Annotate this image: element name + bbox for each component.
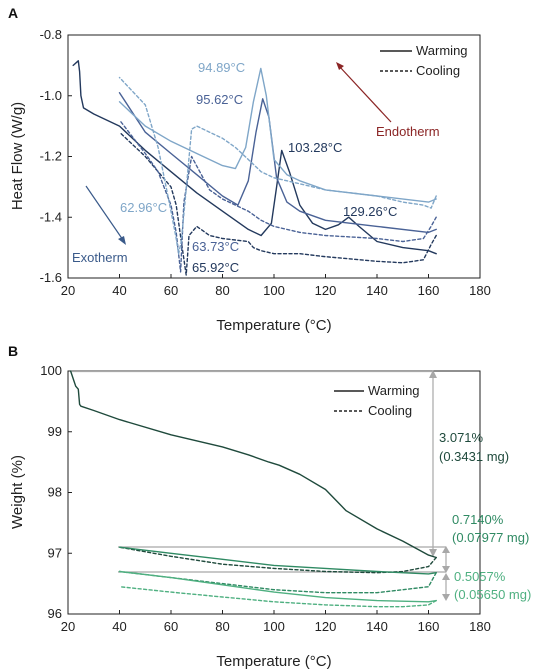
x-tick-label: 80 <box>215 619 229 634</box>
loss-label-2-mass: (0.07977 mg) <box>452 530 529 545</box>
measure-arrow-2-head-top <box>442 546 450 553</box>
panel-a-letter: A <box>8 5 18 21</box>
panel-a-legend: Warming Cooling <box>380 43 468 78</box>
x-tick-label: 100 <box>263 283 285 298</box>
x-tick-label: 120 <box>315 283 337 298</box>
panel-b-ticks: 20 40 60 80 100 120 140 160 180 100 99 98 97 96 <box>40 363 491 634</box>
x-tick-label: 100 <box>263 619 285 634</box>
panel-a-ticks: 20 40 60 80 100 120 140 160 180 -0.8 -1.0 -1.2 -1.4 -… <box>40 27 491 298</box>
panel-b-series-3-solid <box>118 546 437 575</box>
panel-a-series-1-solid <box>72 60 437 255</box>
legend-warming-label: Warming <box>416 43 468 58</box>
loss-label-2-percent: 0.7140% <box>452 512 504 527</box>
panel-a-series-3-solid <box>118 67 437 203</box>
panel-b-letter: B <box>8 343 18 359</box>
panel-b-annotations: 3.071% (0.3431 mg) 0.7140% (0.07977 mg) … <box>439 430 531 602</box>
y-tick-label: -1.2 <box>40 149 62 164</box>
x-tick-label: 140 <box>366 283 388 298</box>
y-tick-label: -1.0 <box>40 88 62 103</box>
loss-label-1-percent: 3.071% <box>439 430 484 445</box>
loss-label-1-mass: (0.3431 mg) <box>439 449 509 464</box>
panel-b-ylabel: Weight (%) <box>9 455 26 529</box>
y-tick-label: 100 <box>40 363 62 378</box>
y-tick-label: -1.4 <box>40 209 62 224</box>
panel-a: A 20 40 60 80 100 120 140 160 180 -0.8 -1.0 -1.2 -1.… <box>8 5 491 334</box>
dip-label-63-73: 63.73°C <box>192 239 239 254</box>
panel-a-series-6-dashed <box>118 76 437 255</box>
measure-arrow-1-head-top <box>429 370 437 378</box>
legend-b-cooling-label: Cooling <box>368 403 412 418</box>
panel-b-series-5-solid <box>118 570 437 603</box>
panel-b-series <box>69 370 437 608</box>
panel-b-series-6-dashed <box>118 586 437 608</box>
x-tick-label: 60 <box>164 283 178 298</box>
x-tick-label: 40 <box>112 283 126 298</box>
x-tick-label: 20 <box>61 283 75 298</box>
measure-arrow-3-head-bottom <box>442 594 450 601</box>
y-tick-label: 97 <box>48 545 62 560</box>
x-tick-label: 160 <box>418 619 440 634</box>
panel-a-series-2-solid <box>118 91 437 234</box>
y-tick-label: -0.8 <box>40 27 62 42</box>
peak-label-95-62: 95.62°C <box>196 92 243 107</box>
x-tick-label: 140 <box>366 619 388 634</box>
dip-label-65-92: 65.92°C <box>192 260 239 275</box>
x-tick-label: 180 <box>469 619 491 634</box>
x-tick-label: 180 <box>469 283 491 298</box>
x-tick-label: 160 <box>418 283 440 298</box>
exotherm-arrowhead <box>118 236 126 245</box>
panel-a-series <box>72 60 437 276</box>
exotherm-label: Exotherm <box>72 250 128 265</box>
peak-label-94-89: 94.89°C <box>198 60 245 75</box>
panel-a-xlabel: Temperature (°C) <box>216 317 331 334</box>
panel-a-series-5-dashed <box>118 119 437 273</box>
panel-b-series-2-dashed <box>118 546 437 574</box>
y-tick-label: 96 <box>48 606 62 621</box>
panel-b: B 20 40 60 80 100 120 140 160 180 100 99 98 97 96 Tem… <box>8 343 531 670</box>
legend-b-warming-label: Warming <box>368 383 420 398</box>
panel-b-plot-frame <box>67 370 481 615</box>
loss-label-3-percent: 0.5057% <box>454 569 506 584</box>
x-tick-label: 40 <box>112 619 126 634</box>
x-tick-label: 120 <box>315 619 337 634</box>
measure-arrow-1-head-bottom <box>429 549 437 557</box>
peak-label-129-26: 129.26°C <box>343 204 397 219</box>
y-tick-label: 99 <box>48 424 62 439</box>
x-tick-label: 60 <box>164 619 178 634</box>
x-tick-label: 80 <box>215 283 229 298</box>
measure-arrow-2-head-bottom <box>442 566 450 573</box>
panel-a-annotations: 94.89°C 95.62°C 103.28°C 129.26°C 62.96°… <box>72 60 440 275</box>
measure-arrow-3-head-top <box>442 573 450 580</box>
panel-b-xlabel: Temperature (°C) <box>216 653 331 670</box>
endotherm-label: Endotherm <box>376 124 440 139</box>
endotherm-arrowhead <box>336 62 344 70</box>
y-tick-label: -1.6 <box>40 270 62 285</box>
legend-cooling-label: Cooling <box>416 63 460 78</box>
panel-a-ylabel: Heat Flow (W/g) <box>9 102 26 210</box>
dip-label-62-96: 62.96°C <box>120 200 167 215</box>
panel-b-legend: Warming Cooling <box>334 383 420 418</box>
y-tick-label: 98 <box>48 485 62 500</box>
exotherm-arrow <box>85 185 124 241</box>
loss-label-3-mass: (0.05650 mg) <box>454 587 531 602</box>
peak-label-103-28: 103.28°C <box>288 140 342 155</box>
x-tick-label: 20 <box>61 619 75 634</box>
panel-b-series-1-solid <box>69 370 437 559</box>
panel-a-series-4-dashed <box>118 131 437 276</box>
endotherm-arrow <box>338 65 392 123</box>
panel-b-series-4-dashed <box>118 570 437 594</box>
